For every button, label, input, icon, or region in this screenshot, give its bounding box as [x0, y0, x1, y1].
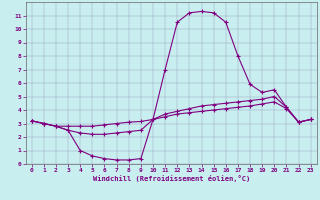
X-axis label: Windchill (Refroidissement éolien,°C): Windchill (Refroidissement éolien,°C) [92, 175, 250, 182]
